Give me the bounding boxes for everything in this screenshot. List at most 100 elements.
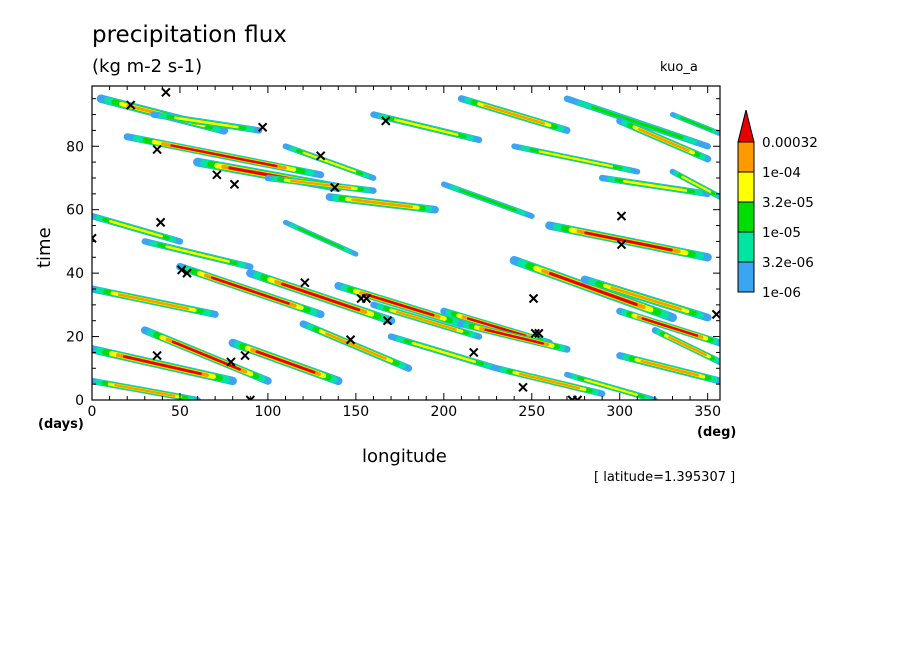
marker-stroke — [567, 395, 574, 400]
marker-stroke — [300, 277, 310, 288]
marker-stroke — [315, 151, 326, 161]
marker-stroke — [92, 236, 97, 243]
marker-stroke — [381, 116, 391, 126]
y-tick-label: 80 — [66, 139, 84, 155]
y-tick-label: 40 — [66, 266, 84, 282]
marker-stroke — [248, 395, 256, 400]
colorbar-box — [737, 171, 755, 203]
marker-stroke — [382, 315, 393, 326]
marker-stroke — [518, 382, 528, 393]
precip-band — [548, 272, 638, 306]
precip-band — [108, 219, 164, 238]
colorbar-box — [737, 201, 755, 233]
latitude-annotation: [ latitude=1.395307 ] — [594, 470, 736, 485]
marker-stroke — [161, 87, 171, 98]
precip-band — [681, 175, 712, 193]
event-marker — [155, 217, 166, 228]
marker-stroke — [125, 100, 136, 110]
x-tick-label: 300 — [606, 404, 633, 420]
event-marker — [381, 116, 391, 126]
event-marker — [345, 335, 356, 345]
chart-title: precipitation flux — [92, 22, 287, 48]
colorbar-arrow — [737, 109, 755, 143]
event-marker — [152, 350, 162, 361]
marker-stroke — [229, 179, 240, 190]
precip-band — [583, 378, 638, 396]
y-axis-unit: (days) — [38, 417, 84, 432]
precip-band — [281, 282, 361, 312]
colorbar-label: 3.2e-05 — [762, 195, 814, 211]
precip-band — [466, 317, 527, 337]
y-tick-label: 60 — [66, 203, 84, 219]
colorbar-box — [737, 141, 755, 173]
event-marker — [226, 357, 236, 367]
event-marker — [382, 315, 393, 326]
y-tick-label: 20 — [66, 330, 84, 346]
colorbar-box — [737, 231, 755, 263]
marker-stroke — [616, 211, 627, 221]
x-tick-label: 100 — [255, 404, 282, 420]
plot-frame — [91, 85, 721, 401]
event-marker — [161, 87, 171, 98]
marker-stroke — [576, 395, 583, 400]
x-tick-label: 250 — [518, 404, 545, 420]
marker-stroke — [711, 309, 720, 320]
precip-band — [297, 227, 345, 250]
x-tick-label: 150 — [342, 404, 369, 420]
x-tick-label: 200 — [430, 404, 457, 420]
chart-units: (kg m-2 s-1) — [92, 56, 203, 77]
event-marker — [616, 211, 627, 221]
event-marker — [152, 144, 162, 155]
marker-stroke — [572, 395, 579, 400]
event-marker — [572, 395, 583, 400]
y-tick-label: 0 — [75, 393, 84, 409]
x-axis-unit: (deg) — [697, 425, 737, 440]
event-marker — [534, 328, 544, 339]
x-tick-label: 0 — [88, 404, 97, 420]
colorbar-label: 0.00032 — [762, 135, 818, 151]
marker-stroke — [530, 328, 541, 339]
event-marker — [229, 179, 240, 190]
precip-band — [170, 144, 278, 168]
marker-stroke — [330, 182, 340, 193]
marker-stroke — [528, 293, 539, 304]
precip-band — [117, 293, 190, 311]
precip-band — [640, 359, 700, 377]
marker-stroke — [155, 217, 166, 228]
precip-band — [591, 105, 684, 140]
precip-band — [325, 332, 387, 360]
event-marker — [177, 265, 187, 275]
marker-layer — [92, 87, 720, 400]
precip-band — [165, 245, 230, 263]
precip-band — [289, 179, 352, 190]
event-marker — [182, 268, 192, 278]
precip-band — [484, 328, 544, 345]
event-marker — [212, 170, 222, 180]
colorbar: 1e-06 3.2e-06 1e-05 3.2e-05 1e-04 0.00032 — [737, 109, 818, 301]
event-marker — [528, 293, 539, 304]
precip-band — [122, 355, 202, 376]
precip-band — [458, 188, 517, 212]
event-marker — [92, 233, 97, 243]
precip-band — [483, 104, 546, 125]
marker-stroke — [92, 233, 97, 240]
precip-band — [680, 116, 713, 132]
marker-stroke — [226, 357, 236, 367]
event-marker — [125, 100, 136, 110]
marker-stroke — [469, 347, 479, 358]
marker-stroke — [345, 335, 356, 345]
event-marker — [240, 350, 250, 361]
precip-band — [174, 116, 239, 129]
axes: 0 50 100 150 200 250 300 350 0 20 40 60 80 — [66, 86, 721, 420]
precip-band — [622, 179, 688, 192]
event-marker — [711, 309, 720, 320]
precip-band — [518, 372, 581, 390]
event-marker — [300, 277, 310, 288]
precip-band — [365, 293, 435, 317]
x-tick-label: 50 — [171, 404, 189, 420]
marker-stroke — [182, 268, 192, 278]
precip-band — [171, 340, 241, 371]
colorbar-box — [737, 261, 755, 293]
run-label: kuo_a — [660, 60, 698, 75]
